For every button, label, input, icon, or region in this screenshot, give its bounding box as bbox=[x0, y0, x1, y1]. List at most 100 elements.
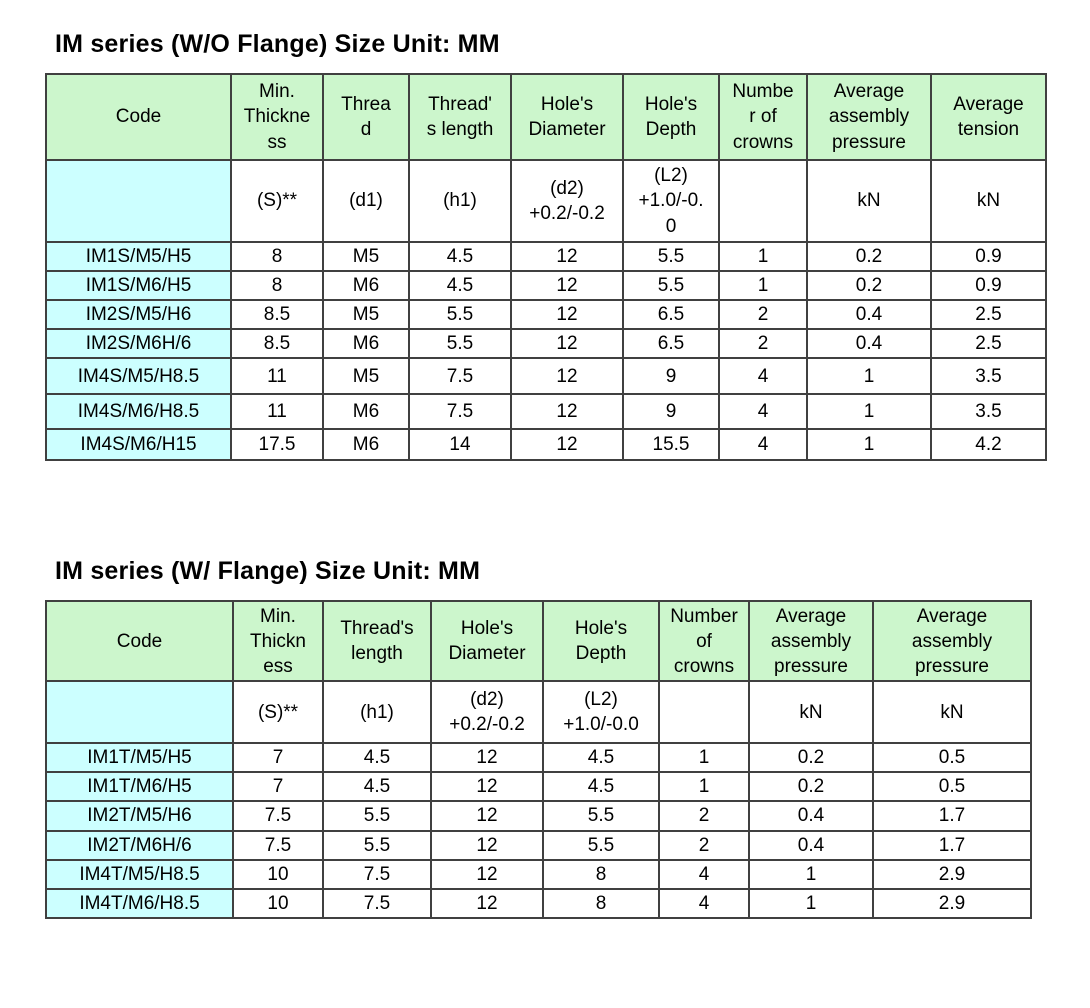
data-cell: 8 bbox=[230, 270, 324, 302]
header-cell: Average assembly pressure bbox=[872, 600, 1032, 683]
data-cell: 8 bbox=[542, 887, 660, 919]
table-row: IM4T/M5/H8.5 10 7.5 12 8 4 1 2.9 bbox=[45, 858, 1032, 890]
header-cell: Min. Thickn ess bbox=[232, 600, 324, 683]
data-cell: 6.5 bbox=[622, 328, 720, 360]
data-cell: 10 bbox=[232, 858, 324, 890]
data-cell: 12 bbox=[430, 771, 544, 803]
data-cell: 12 bbox=[510, 270, 624, 302]
header-cell: Average tension bbox=[930, 73, 1047, 161]
header-cell: Hole's Depth bbox=[542, 600, 660, 683]
data-cell: 1 bbox=[806, 393, 932, 431]
data-cell: 4 bbox=[658, 887, 750, 919]
header-cell: Average assembly pressure bbox=[806, 73, 932, 161]
data-cell: 7.5 bbox=[322, 887, 432, 919]
subheader-cell bbox=[658, 680, 750, 745]
data-cell: 0.9 bbox=[930, 270, 1047, 302]
data-cell: 17.5 bbox=[230, 428, 324, 462]
data-cell: 5.5 bbox=[542, 800, 660, 832]
data-cell: 12 bbox=[510, 357, 624, 396]
wo-flange-title: IM series (W/O Flange) Size Unit: MM bbox=[55, 30, 500, 58]
data-cell: M6 bbox=[322, 428, 410, 462]
data-cell: 7.5 bbox=[408, 357, 512, 396]
data-cell: 4.5 bbox=[542, 742, 660, 774]
table-row: IM1T/M6/H5 7 4.5 12 4.5 1 0.2 0.5 bbox=[45, 771, 1032, 803]
data-cell: 4 bbox=[718, 357, 808, 396]
table-row: IM2T/M6H/6 7.5 5.5 12 5.5 2 0.4 1.7 bbox=[45, 829, 1032, 861]
page: IM series (W/O Flange) Size Unit: MM Cod… bbox=[45, 30, 1070, 919]
subheader-cell: (h1) bbox=[408, 159, 512, 243]
subheader-cell: (L2) +1.0/-0.0 bbox=[542, 680, 660, 745]
data-cell: 11 bbox=[230, 393, 324, 431]
data-cell: 1 bbox=[806, 428, 932, 462]
code-cell: IM4S/M6/H15 bbox=[45, 428, 232, 462]
data-cell: 1 bbox=[806, 357, 932, 396]
data-cell: 8 bbox=[542, 858, 660, 890]
data-cell: 1 bbox=[658, 771, 750, 803]
data-cell: 12 bbox=[430, 858, 544, 890]
data-cell: 0.5 bbox=[872, 771, 1032, 803]
data-cell: 0.5 bbox=[872, 742, 1032, 774]
data-cell: 0.4 bbox=[748, 829, 874, 861]
header-cell: Thread' s length bbox=[408, 73, 512, 161]
subheader-cell bbox=[45, 159, 232, 243]
header-cell: Threa d bbox=[322, 73, 410, 161]
data-cell: 8 bbox=[230, 240, 324, 273]
code-cell: IM1T/M6/H5 bbox=[45, 771, 234, 803]
data-cell: M6 bbox=[322, 270, 410, 302]
data-cell: 0.2 bbox=[806, 270, 932, 302]
data-cell: 14 bbox=[408, 428, 512, 462]
data-cell: 9 bbox=[622, 393, 720, 431]
data-cell: 1 bbox=[718, 240, 808, 273]
code-cell: IM1T/M5/H5 bbox=[45, 742, 234, 774]
data-cell: 4.5 bbox=[322, 742, 432, 774]
table-row: IM4S/M6/H15 17.5 M6 14 12 15.5 4 1 4.2 bbox=[45, 428, 1047, 462]
data-cell: 12 bbox=[430, 887, 544, 919]
subheader-cell: (S)** bbox=[232, 680, 324, 745]
data-cell: 8.5 bbox=[230, 328, 324, 360]
data-cell: 0.4 bbox=[806, 328, 932, 360]
data-cell: 2 bbox=[718, 328, 808, 360]
code-cell: IM2T/M5/H6 bbox=[45, 800, 234, 832]
table-row: IM1T/M5/H5 7 4.5 12 4.5 1 0.2 0.5 bbox=[45, 742, 1032, 774]
data-cell: 0.2 bbox=[748, 742, 874, 774]
data-cell: 4.5 bbox=[542, 771, 660, 803]
code-cell: IM2S/M5/H6 bbox=[45, 299, 232, 331]
data-cell: 5.5 bbox=[622, 270, 720, 302]
data-cell: 2.9 bbox=[872, 858, 1032, 890]
data-cell: 7.5 bbox=[232, 800, 324, 832]
units-row: (S)** (h1) (d2) +0.2/-0.2 (L2) +1.0/-0.0 kN k… bbox=[45, 680, 1032, 745]
subheader-cell: (L2) +1.0/-0. 0 bbox=[622, 159, 720, 243]
header-row: Code Min. Thickne ss Threa d Thread' s leng… bbox=[45, 73, 1047, 161]
subheader-cell: (d2) +0.2/-0.2 bbox=[430, 680, 544, 745]
data-cell: 7.5 bbox=[322, 858, 432, 890]
data-cell: 1 bbox=[658, 742, 750, 774]
data-cell: 15.5 bbox=[622, 428, 720, 462]
data-cell: 10 bbox=[232, 887, 324, 919]
data-cell: 12 bbox=[430, 829, 544, 861]
data-cell: 4.2 bbox=[930, 428, 1047, 462]
wo-flange-section: IM series (W/O Flange) Size Unit: MM Cod… bbox=[45, 30, 1070, 462]
header-cell: Number of crowns bbox=[658, 600, 750, 683]
data-cell: 5.5 bbox=[322, 800, 432, 832]
data-cell: 7.5 bbox=[408, 393, 512, 431]
subheader-cell: (d1) bbox=[322, 159, 410, 243]
wo-flange-size-table: Code Min. Thickne ss Threa d Thread' s leng… bbox=[45, 73, 1047, 462]
data-cell: 0.4 bbox=[748, 800, 874, 832]
subheader-cell: kN bbox=[930, 159, 1047, 243]
data-cell: 4.5 bbox=[408, 270, 512, 302]
data-cell: 0.9 bbox=[930, 240, 1047, 273]
data-cell: M5 bbox=[322, 357, 410, 396]
data-cell: 12 bbox=[430, 800, 544, 832]
header-cell: Average assembly pressure bbox=[748, 600, 874, 683]
data-cell: 5.5 bbox=[622, 240, 720, 273]
data-cell: 6.5 bbox=[622, 299, 720, 331]
table-row: IM4S/M6/H8.5 11 M6 7.5 12 9 4 1 3.5 bbox=[45, 393, 1047, 431]
data-cell: 0.4 bbox=[806, 299, 932, 331]
data-cell: 11 bbox=[230, 357, 324, 396]
header-row: Code Min. Thickn ess Thread's length Hole's… bbox=[45, 600, 1032, 683]
data-cell: 1 bbox=[718, 270, 808, 302]
data-cell: 2 bbox=[658, 829, 750, 861]
table-row: IM2S/M6H/6 8.5 M6 5.5 12 6.5 2 0.4 2.5 bbox=[45, 328, 1047, 360]
code-cell: IM4T/M6/H8.5 bbox=[45, 887, 234, 919]
subheader-cell bbox=[718, 159, 808, 243]
